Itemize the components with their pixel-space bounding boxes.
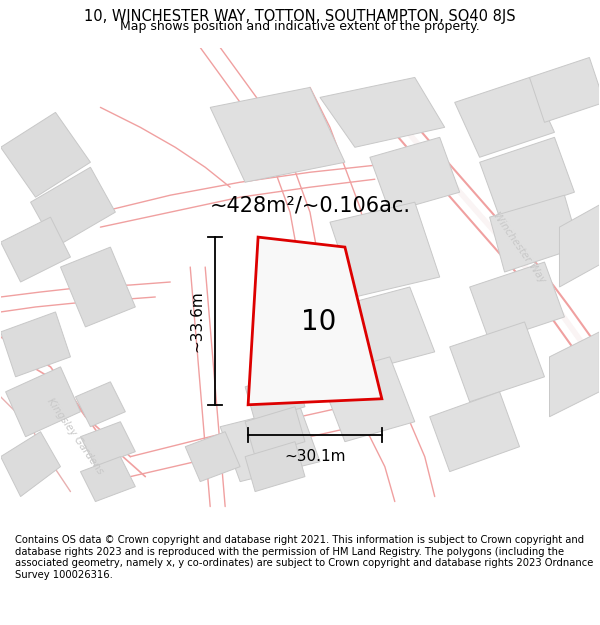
Text: Winchester Way: Winchester Way: [491, 210, 548, 284]
Text: Map shows position and indicative extent of the property.: Map shows position and indicative extent…: [120, 20, 480, 33]
Polygon shape: [490, 195, 580, 272]
Polygon shape: [245, 372, 305, 422]
Polygon shape: [5, 367, 80, 437]
Polygon shape: [76, 382, 125, 427]
Polygon shape: [185, 432, 240, 482]
Polygon shape: [430, 392, 520, 472]
Polygon shape: [335, 287, 435, 372]
Polygon shape: [80, 422, 136, 467]
Polygon shape: [320, 357, 415, 442]
Text: Kingsley Gardens: Kingsley Gardens: [46, 397, 106, 477]
Text: ~33.6m: ~33.6m: [190, 290, 205, 352]
Text: ~30.1m: ~30.1m: [284, 449, 346, 464]
Text: ~428m²/~0.106ac.: ~428m²/~0.106ac.: [209, 195, 410, 215]
Polygon shape: [245, 442, 305, 492]
Polygon shape: [1, 312, 70, 377]
Polygon shape: [550, 332, 599, 417]
Polygon shape: [449, 322, 544, 402]
Polygon shape: [479, 138, 574, 217]
Polygon shape: [1, 432, 61, 497]
Polygon shape: [330, 202, 440, 297]
Polygon shape: [245, 407, 305, 457]
Polygon shape: [455, 78, 554, 158]
Polygon shape: [31, 168, 115, 247]
Text: 10: 10: [301, 308, 336, 336]
Polygon shape: [80, 457, 136, 502]
Text: 10, WINCHESTER WAY, TOTTON, SOUTHAMPTON, SO40 8JS: 10, WINCHESTER WAY, TOTTON, SOUTHAMPTON,…: [84, 9, 516, 24]
Polygon shape: [248, 237, 382, 405]
Polygon shape: [220, 407, 320, 482]
Polygon shape: [210, 88, 345, 182]
Polygon shape: [61, 247, 136, 327]
Polygon shape: [1, 112, 91, 198]
Text: Contains OS data © Crown copyright and database right 2021. This information is : Contains OS data © Crown copyright and d…: [15, 535, 593, 580]
Polygon shape: [320, 78, 445, 148]
Polygon shape: [530, 58, 600, 122]
Polygon shape: [370, 138, 460, 212]
Polygon shape: [470, 262, 565, 342]
Polygon shape: [1, 217, 70, 282]
Polygon shape: [559, 202, 600, 287]
